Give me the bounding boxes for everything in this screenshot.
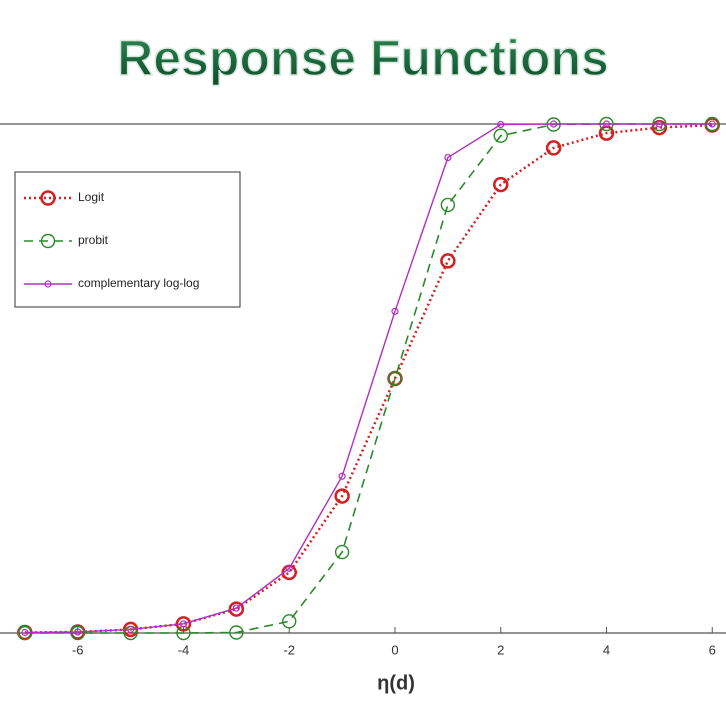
x-tick-label: -4 [178,642,190,657]
point [21,628,29,637]
point [229,625,244,640]
point [550,120,558,128]
point [708,120,716,128]
point [232,604,240,612]
point [497,120,505,129]
x-axis-label: η(d) [377,672,415,694]
point [493,128,508,143]
legend-marker [44,280,52,288]
legend-marker [40,233,56,249]
chart-title: Response Functions [117,30,609,86]
point [545,140,562,156]
point [74,628,82,636]
point [440,253,456,269]
legend-marker [40,190,56,206]
legend-label: probit [78,233,109,247]
point [444,153,452,162]
legend-label: complementary log-log [78,276,199,290]
series-line [24,123,713,634]
point [387,371,403,386]
point [228,601,245,617]
point [391,307,399,315]
x-tick-label: 2 [497,642,504,657]
point [655,120,663,128]
point [334,488,350,504]
point [440,197,456,213]
point [70,625,85,641]
point [338,472,346,480]
point [492,176,509,193]
point [127,625,135,634]
x-tick-label: 6 [709,642,716,657]
point [602,120,611,128]
point [334,544,350,560]
x-tick-label: 4 [603,642,610,657]
x-tick-label: -2 [283,642,295,657]
point [282,614,297,629]
point [285,564,293,572]
point [179,620,188,628]
x-tick-label: -6 [72,642,84,657]
x-tick-label: 0 [391,642,398,657]
series-line [24,123,713,634]
legend-label: Logit [78,190,105,204]
